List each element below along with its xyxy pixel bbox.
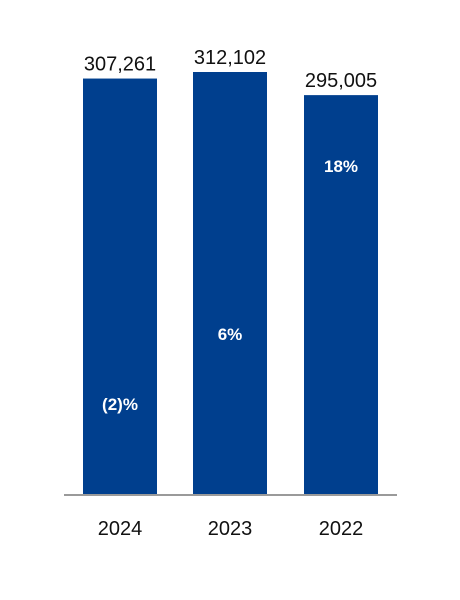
x-tick-label-2024: 2024 (98, 518, 143, 540)
bar-2023 (193, 72, 267, 494)
bar-2022 (304, 95, 378, 494)
x-tick-label-2022: 2022 (319, 518, 364, 540)
value-label-2023: 312,102 (194, 47, 266, 69)
bars-layer (83, 72, 378, 494)
x-tick-label-2023: 2023 (208, 518, 253, 540)
change-label-2022: 18% (324, 157, 358, 176)
change-label-2023: 6% (218, 325, 243, 344)
value-label-2024: 307,261 (84, 54, 156, 76)
bar-2024 (83, 78, 157, 494)
labels-layer: 307,261 (2)% 2024 312,102 6% 2023 295,005 18% 20… (84, 47, 377, 540)
change-label-2024: (2)% (102, 395, 138, 414)
value-label-2022: 295,005 (305, 70, 377, 92)
